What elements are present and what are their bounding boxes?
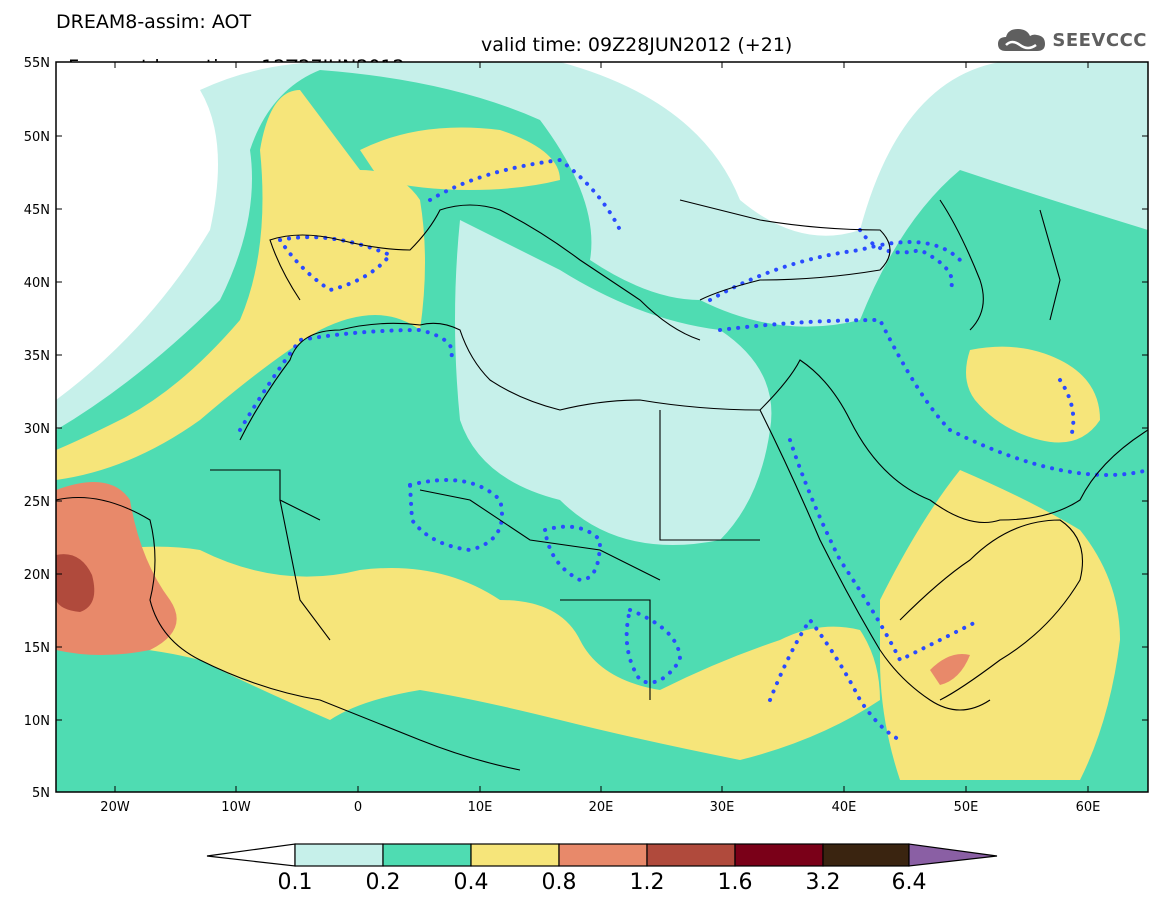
valid-time: valid time: 09Z28JUN2012 (+21) <box>481 34 793 56</box>
dust-contours <box>238 157 1148 742</box>
colorbar-segment <box>822 843 910 867</box>
lat-label: 30N <box>24 422 50 437</box>
lon-tick: 30E <box>710 62 735 815</box>
colorbar-label: 6.4 <box>891 870 927 895</box>
lon-label: 60E <box>1076 800 1101 815</box>
lat-tick: 5N <box>32 786 1148 801</box>
lat-tick: 55N <box>24 56 1148 71</box>
lon-tick: 60E <box>1076 62 1101 815</box>
lat-tick: 15N <box>24 641 1148 656</box>
lon-label: 50E <box>954 800 979 815</box>
lon-tick: 40E <box>832 62 857 815</box>
colorbar-label: 0.8 <box>541 870 577 895</box>
colorbar-segment <box>734 843 824 867</box>
colorbar-max-arrow <box>908 843 998 867</box>
colorbar-label: 0.4 <box>453 870 489 895</box>
colorbar-label: 3.2 <box>805 870 841 895</box>
lat-label: 35N <box>24 349 50 364</box>
lon-label: 20E <box>589 800 614 815</box>
lat-label: 15N <box>24 641 50 656</box>
lat-label: 40N <box>24 276 50 291</box>
lon-tick: 20E <box>589 62 614 815</box>
lat-tick: 20N <box>24 568 1148 583</box>
lat-tick: 10N <box>24 714 1148 729</box>
lon-tick: 0 <box>354 62 362 815</box>
colorbar <box>206 843 998 867</box>
lon-label: 40E <box>832 800 857 815</box>
lat-tick: 45N <box>24 203 1148 218</box>
logo-text: SEEVCCC <box>1052 29 1147 51</box>
lat-tick: 25N <box>24 495 1148 510</box>
colorbar-min-arrow <box>206 843 296 867</box>
lon-label: 20W <box>100 800 130 815</box>
lat-label: 20N <box>24 568 50 583</box>
colorbar-segment <box>558 843 648 867</box>
colorbar-segment <box>294 843 384 867</box>
colorbar-label: 0.1 <box>277 870 313 895</box>
lat-tick: 30N <box>24 422 1148 437</box>
lon-label: 10E <box>468 800 493 815</box>
lat-label: 25N <box>24 495 50 510</box>
lat-label: 55N <box>24 56 50 71</box>
lat-tick: 50N <box>24 130 1148 145</box>
lat-label: 50N <box>24 130 50 145</box>
colorbar-segment <box>646 843 736 867</box>
lon-label: 10W <box>221 800 251 815</box>
lon-tick: 50E <box>954 62 979 815</box>
colorbar-segment <box>382 843 472 867</box>
map-title: DREAM8-assim: AOT <box>56 11 252 33</box>
coastlines <box>56 199 1148 771</box>
lon-axis: 20W 10W 0 10E 20E 30E 40E 50E 60E <box>100 62 1100 815</box>
colorbar-label: 0.2 <box>365 870 401 895</box>
colorbar-label: 1.6 <box>717 870 753 895</box>
lat-label: 10N <box>24 714 50 729</box>
lon-tick: 10W <box>221 62 251 815</box>
lon-label: 0 <box>354 800 362 815</box>
map-frame <box>55 61 1149 793</box>
lat-axis: 55N 50N 45N 40N 35N 30N 25N 20N 15N 10N … <box>24 56 1148 801</box>
colorbar-segment <box>470 843 560 867</box>
colorbar-label: 1.2 <box>629 870 665 895</box>
lon-tick: 20W <box>100 62 130 815</box>
lon-tick: 10E <box>468 62 493 815</box>
lat-label: 45N <box>24 203 50 218</box>
lat-tick: 40N <box>24 276 1148 291</box>
lat-tick: 35N <box>24 349 1148 364</box>
cloud-icon <box>998 29 1046 51</box>
seevccc-logo: SEEVCCC <box>996 25 1147 55</box>
lat-label: 5N <box>32 786 50 801</box>
lon-label: 30E <box>710 800 735 815</box>
aot-field <box>56 62 1148 792</box>
